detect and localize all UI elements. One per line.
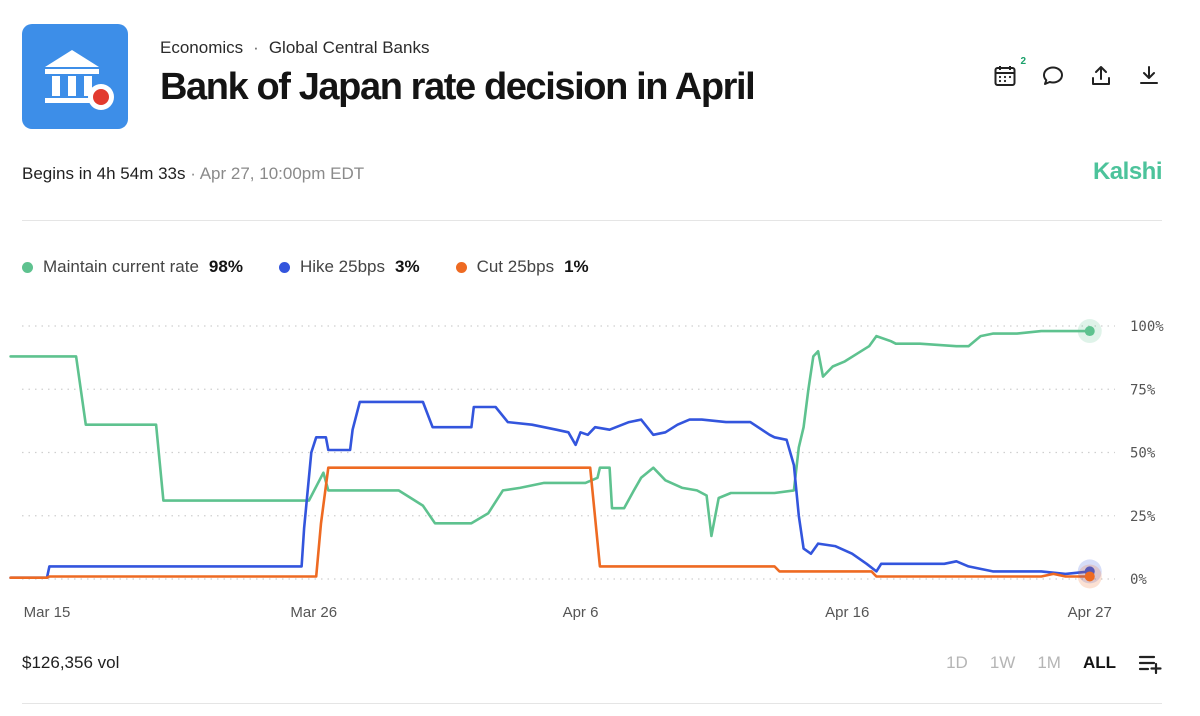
breadcrumb: Economics · Global Central Banks [160,38,429,58]
endpoint-dot-maintain [1084,326,1095,337]
header-divider [22,220,1162,221]
comment-icon [1043,66,1063,85]
y-tick-label: 50% [1130,446,1156,462]
bank-icon [45,50,114,110]
legend-label: Hike 25bps [299,257,385,276]
status-separator: · [190,164,196,183]
download-icon [1140,66,1158,84]
range-button-1w[interactable]: 1W [989,653,1016,672]
legend-label: Cut 25bps [476,257,555,276]
probability-chart[interactable]: 0% 25% 50% 75% 100% Mar 15 Mar 26 Apr 6 Apr 16 Ap… [0,300,1200,630]
series-line-hike [9,400,1092,580]
range-button-1m[interactable]: 1M [1037,653,1061,672]
breadcrumb-separator: · [253,38,259,57]
event-date: Apr 27, 10:00pm EDT [199,164,365,183]
brand-logo: Kalshi [1092,158,1163,185]
download-button[interactable] [1136,60,1162,92]
legend-dot-hike [278,261,290,273]
range-button-1d[interactable]: 1D [946,653,968,672]
calendar-icon [994,66,1016,86]
legend-value: 98% [208,257,243,276]
market-logo [22,24,128,129]
calendar-badge: 2 [1020,56,1026,67]
calendar-button[interactable]: 2 [992,56,1026,92]
series-line-cut [9,466,1092,580]
add-series-icon[interactable] [1138,652,1162,674]
comment-button[interactable] [1040,60,1066,92]
y-tick-label: 25% [1130,509,1156,525]
share-icon [1092,66,1110,85]
legend-value: 1% [564,257,589,276]
x-tick-label: Apr 27 [1068,604,1112,621]
y-tick-label: 100% [1130,319,1164,335]
share-button[interactable] [1088,60,1114,92]
x-tick-label: Mar 26 [290,604,337,621]
breadcrumb-category[interactable]: Economics [160,38,244,57]
breadcrumb-subcategory[interactable]: Global Central Banks [268,38,430,57]
chart-legend: Maintain current rate 98% Hike 25bps 3% … [22,257,589,277]
x-tick-label: Apr 16 [825,604,869,621]
legend-item-maintain[interactable]: Maintain current rate 98% [22,257,243,277]
action-toolbar: 2 [992,56,1162,92]
legend-label: Maintain current rate [43,257,199,276]
legend-item-hike[interactable]: Hike 25bps 3% [278,257,420,277]
legend-dot-maintain [22,261,33,273]
range-selector: 1D 1W 1M ALL [946,652,1162,674]
y-tick-label: 75% [1130,382,1156,398]
endpoint-dot-cut [1084,571,1095,582]
x-tick-label: Mar 15 [24,604,71,621]
footer-divider [22,703,1162,704]
legend-value: 3% [395,257,420,276]
x-tick-label: Apr 6 [563,604,599,621]
legend-dot-cut [455,261,467,273]
y-tick-label: 0% [1130,572,1147,588]
legend-item-cut[interactable]: Cut 25bps 1% [455,257,589,277]
countdown-text: Begins in 4h 54m 33s [22,164,186,183]
series-line-maintain [9,329,1092,538]
range-button-all[interactable]: ALL [1082,653,1116,672]
page-title: Bank of Japan rate decision in April [160,66,756,108]
status-line: Begins in 4h 54m 33s · Apr 27, 10:00pm E… [22,164,364,184]
volume-text: $126,356 vol [22,653,120,672]
